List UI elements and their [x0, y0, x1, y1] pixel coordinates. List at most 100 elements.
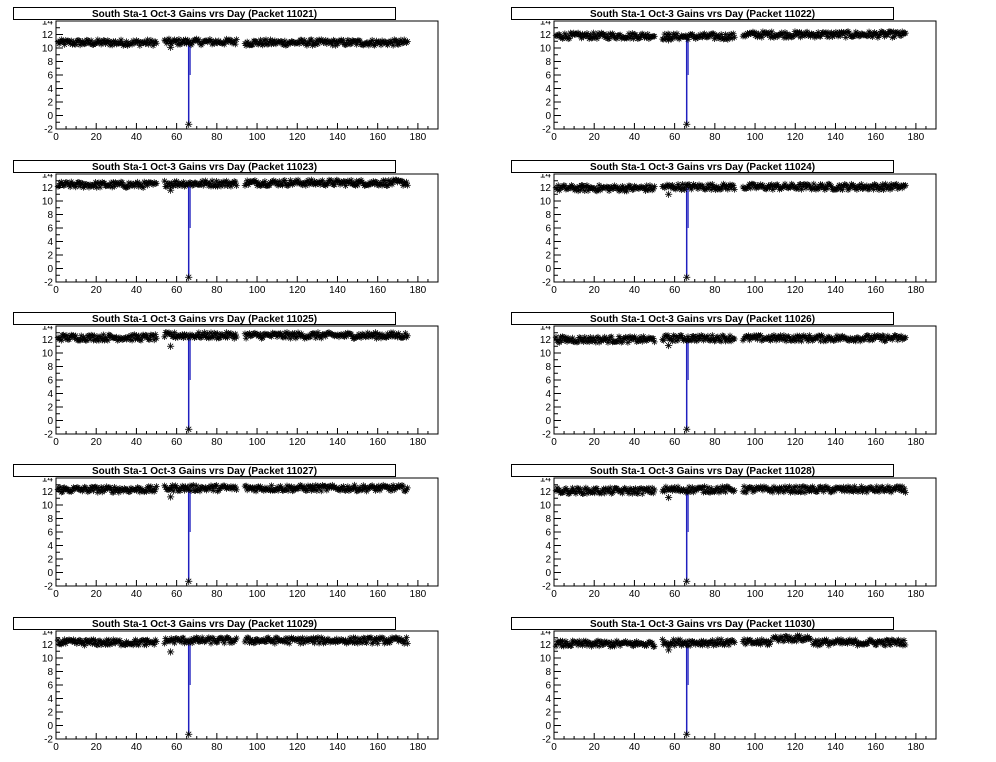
x-tick-label: 40 — [629, 285, 641, 296]
data-point — [688, 185, 695, 193]
x-tick-label: 120 — [787, 132, 804, 143]
y-tick-label: 4 — [47, 237, 53, 248]
x-tick-label: 40 — [131, 285, 143, 296]
data-points — [54, 176, 411, 281]
x-tick-label: 60 — [669, 285, 681, 296]
x-tick-label: 180 — [410, 285, 427, 296]
x-tick-label: 40 — [629, 132, 641, 143]
x-tick-label: 160 — [369, 285, 386, 296]
x-tick-label: 100 — [249, 285, 266, 296]
y-tick-label: 6 — [47, 376, 53, 387]
y-tick-label-clipped: 14 — [540, 17, 552, 28]
x-tick-label: 120 — [787, 742, 804, 753]
data-point — [731, 639, 738, 646]
y-tick-label: 2 — [545, 708, 551, 719]
data-point — [902, 29, 909, 37]
y-tick-label: 2 — [47, 403, 53, 414]
y-tick-label: -2 — [542, 278, 551, 289]
x-tick-label: 60 — [171, 285, 183, 296]
data-point — [901, 641, 909, 649]
data-point — [149, 181, 157, 188]
y-tick-label: 8 — [47, 210, 53, 221]
x-tick-label: 40 — [629, 742, 641, 753]
data-point — [326, 38, 334, 46]
y-tick-label: 4 — [545, 84, 551, 95]
x-tick-label: 140 — [827, 132, 844, 143]
data-point — [650, 643, 657, 650]
data-point-outlier — [167, 43, 175, 51]
y-tick-label: 0 — [545, 264, 551, 275]
y-tick-label: 10 — [42, 197, 54, 208]
y-tick-label: 12 — [42, 30, 54, 41]
x-tick-label: 120 — [289, 132, 306, 143]
y-tick-label: 8 — [545, 57, 551, 68]
y-tick-label: 10 — [540, 654, 552, 665]
data-point — [731, 186, 738, 193]
data-point — [232, 40, 239, 48]
y-tick-label-clipped: 14 — [42, 17, 54, 28]
x-tick-label: 60 — [171, 437, 183, 448]
x-tick-label: 20 — [589, 742, 601, 753]
x-tick-label: 80 — [709, 742, 721, 753]
x-tick-label: 140 — [329, 285, 346, 296]
x-tick-label: 0 — [53, 285, 59, 296]
data-point-outlier — [665, 190, 673, 198]
y-tick-label: -2 — [44, 430, 53, 441]
x-tick-label: 0 — [551, 742, 557, 753]
y-tick-label-clipped: 14 — [42, 170, 54, 181]
x-tick-label: 20 — [91, 437, 103, 448]
y-tick-label: 8 — [47, 57, 53, 68]
data-point — [681, 186, 688, 193]
x-tick-label: 120 — [787, 285, 804, 296]
y-tick-label: 0 — [47, 111, 53, 122]
data-point — [651, 33, 658, 40]
x-tick-label: 40 — [131, 132, 143, 143]
x-tick-label: 80 — [709, 285, 721, 296]
x-tick-label: 140 — [329, 437, 346, 448]
data-point — [153, 180, 160, 187]
x-tick-label: 40 — [131, 437, 143, 448]
x-tick-label: 60 — [669, 132, 681, 143]
y-tick-label: 0 — [545, 721, 551, 732]
y-tick-label: 4 — [545, 237, 551, 248]
y-tick-label: 6 — [47, 224, 53, 235]
data-point-outlier — [167, 186, 175, 194]
y-tick-label: 12 — [540, 640, 552, 651]
x-tick-label: 180 — [908, 742, 925, 753]
chart-title: South Sta-1 Oct-3 Gains vrs Day (Packet … — [13, 312, 396, 325]
y-tick-label-clipped: 14 — [540, 627, 552, 638]
x-tick-label: 80 — [211, 285, 223, 296]
x-tick-label: 140 — [329, 132, 346, 143]
y-tick-label: 12 — [540, 183, 552, 194]
x-tick-label: 180 — [410, 132, 427, 143]
y-tick-label: -2 — [542, 735, 551, 746]
y-tick-label: 8 — [545, 210, 551, 221]
data-point — [900, 637, 908, 644]
y-tick-label: 10 — [42, 44, 54, 55]
data-points — [54, 329, 411, 433]
x-tick-label: 20 — [589, 132, 601, 143]
data-point-outlier — [185, 273, 193, 281]
x-tick-label: 80 — [211, 132, 223, 143]
y-tick-label: -2 — [542, 125, 551, 136]
x-tick-label: 140 — [827, 742, 844, 753]
x-tick-label: 160 — [369, 437, 386, 448]
data-point-outlier — [665, 646, 673, 654]
data-point-outlier — [185, 120, 193, 128]
y-tick-label-clipped: 14 — [42, 322, 54, 333]
x-tick-label: 180 — [908, 285, 925, 296]
y-tick-label: 4 — [47, 84, 53, 95]
x-tick-label: 80 — [709, 132, 721, 143]
x-tick-label: 100 — [249, 132, 266, 143]
x-tick-label: 0 — [53, 132, 59, 143]
y-tick-label: 2 — [545, 98, 551, 109]
data-point — [104, 337, 111, 344]
